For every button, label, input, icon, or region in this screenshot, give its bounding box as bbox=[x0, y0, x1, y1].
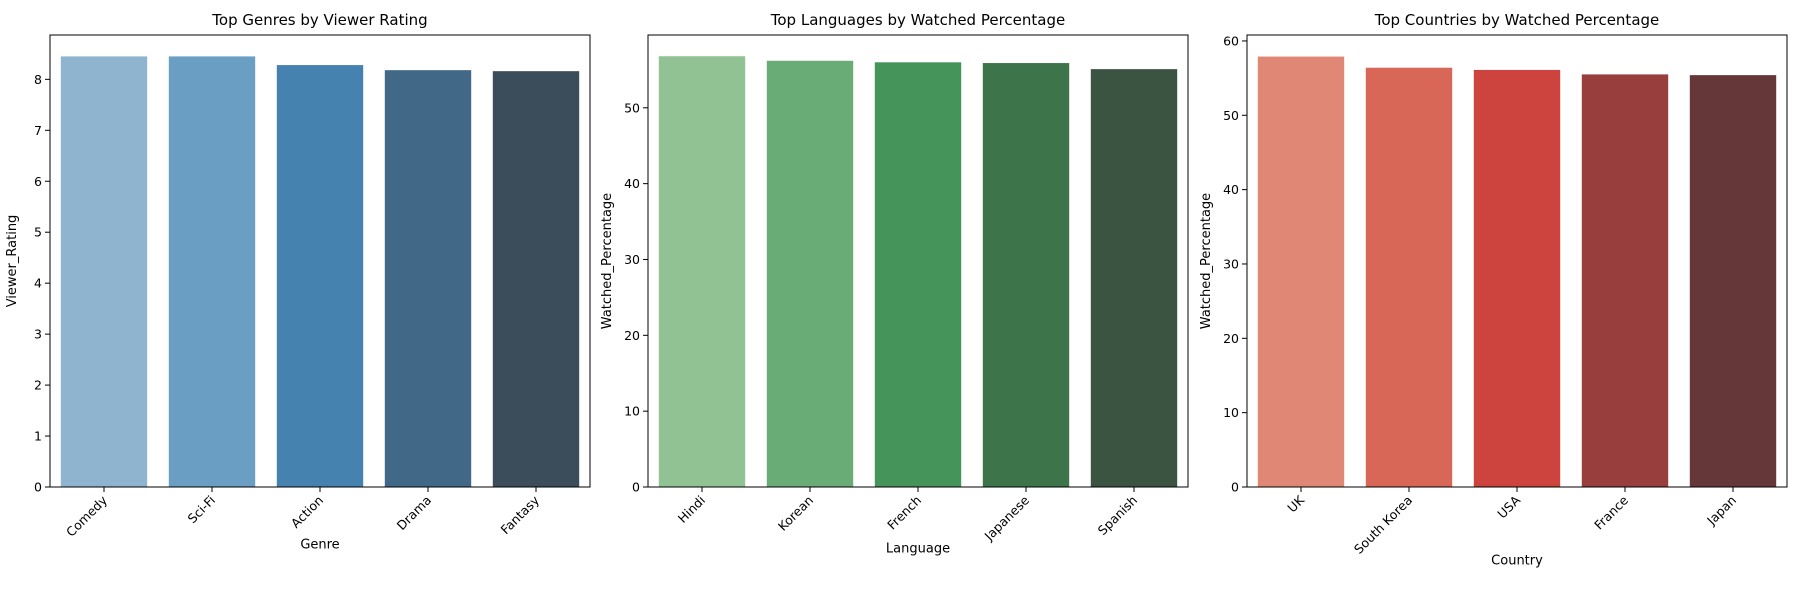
y-tick-label: 50 bbox=[1223, 108, 1239, 123]
bar-fantasy bbox=[492, 71, 580, 488]
x-tick-label: Fantasy bbox=[497, 492, 542, 537]
y-tick-label: 60 bbox=[1223, 33, 1239, 48]
x-tick-label: South Korea bbox=[1351, 493, 1415, 557]
y-tick-label: 30 bbox=[624, 252, 640, 267]
bar-japan bbox=[1689, 75, 1777, 487]
bar-usa bbox=[1473, 69, 1561, 487]
bar-french bbox=[874, 62, 962, 488]
bar-france bbox=[1581, 74, 1669, 488]
y-tick-label: 0 bbox=[34, 480, 42, 495]
chart-title: Top Countries by Watched Percentage bbox=[1374, 11, 1660, 29]
y-tick-label: 3 bbox=[34, 327, 42, 342]
bar-sci-fi bbox=[168, 56, 256, 488]
bar-japanese bbox=[982, 63, 1070, 488]
bar-uk bbox=[1257, 56, 1345, 488]
y-tick-label: 0 bbox=[632, 480, 640, 495]
y-tick-label: 10 bbox=[1223, 405, 1239, 420]
y-tick-label: 20 bbox=[1223, 331, 1239, 346]
x-tick-label: Korean bbox=[775, 493, 816, 534]
y-tick-label: 0 bbox=[1231, 480, 1239, 495]
x-tick-label: Japan bbox=[1703, 493, 1739, 529]
bar-spanish bbox=[1090, 69, 1178, 487]
y-tick-label: 40 bbox=[1223, 182, 1239, 197]
y-tick-label: 40 bbox=[624, 176, 640, 191]
y-tick-label: 5 bbox=[34, 225, 42, 240]
x-tick-label: Japanese bbox=[981, 492, 1033, 544]
x-axis-label: Language bbox=[886, 542, 950, 557]
bar-korean bbox=[766, 60, 854, 487]
x-tick-label: USA bbox=[1494, 492, 1523, 521]
bar-south-korea bbox=[1365, 67, 1453, 488]
chart-panel-3: 0 10 20 30 40 50 60 UK South Korea USA France Japan… bbox=[1199, 11, 1788, 569]
x-tick-label: Sci-Fi bbox=[185, 493, 219, 527]
chart-panel-1: 0 1 2 3 4 5 6 7 8 Comedy Sci-Fi Action Drama Fantasy T… bbox=[5, 11, 591, 553]
y-tick-label: 1 bbox=[34, 429, 42, 444]
y-tick-label: 7 bbox=[34, 123, 42, 138]
x-tick-label: Drama bbox=[394, 493, 434, 533]
y-tick-label: 10 bbox=[624, 404, 640, 419]
x-tick-label: Comedy bbox=[63, 492, 111, 540]
chart-panel-2: 0 10 20 30 40 50 Hindi Korean French Japanese Span… bbox=[600, 11, 1189, 557]
x-axis-label: Genre bbox=[300, 538, 339, 553]
bar-hindi bbox=[658, 56, 746, 487]
y-axis-label: Viewer_Rating bbox=[5, 215, 20, 308]
y-axis-label: Watched_Percentage bbox=[600, 193, 615, 329]
x-tick-label: Action bbox=[288, 493, 326, 531]
x-tick-label: Spanish bbox=[1095, 493, 1141, 539]
y-tick-label: 6 bbox=[34, 174, 42, 189]
x-tick-label: French bbox=[884, 493, 924, 533]
x-axis-label: Country bbox=[1491, 554, 1543, 569]
y-tick-label: 30 bbox=[1223, 256, 1239, 271]
y-tick-label: 8 bbox=[34, 72, 42, 87]
chart-title: Top Languages by Watched Percentage bbox=[770, 11, 1065, 29]
chart-title: Top Genres by Viewer Rating bbox=[211, 11, 427, 29]
x-tick-label: Hindi bbox=[675, 493, 708, 526]
y-axis-label: Watched_Percentage bbox=[1199, 193, 1214, 329]
bar-action bbox=[276, 65, 364, 487]
x-tick-label: France bbox=[1591, 492, 1631, 532]
x-tick-label: UK bbox=[1284, 492, 1307, 515]
y-tick-label: 2 bbox=[34, 378, 42, 393]
y-tick-label: 20 bbox=[624, 328, 640, 343]
bar-drama bbox=[384, 70, 472, 487]
y-tick-label: 50 bbox=[624, 100, 640, 115]
y-tick-label: 4 bbox=[34, 276, 42, 291]
bar-comedy bbox=[60, 56, 148, 488]
